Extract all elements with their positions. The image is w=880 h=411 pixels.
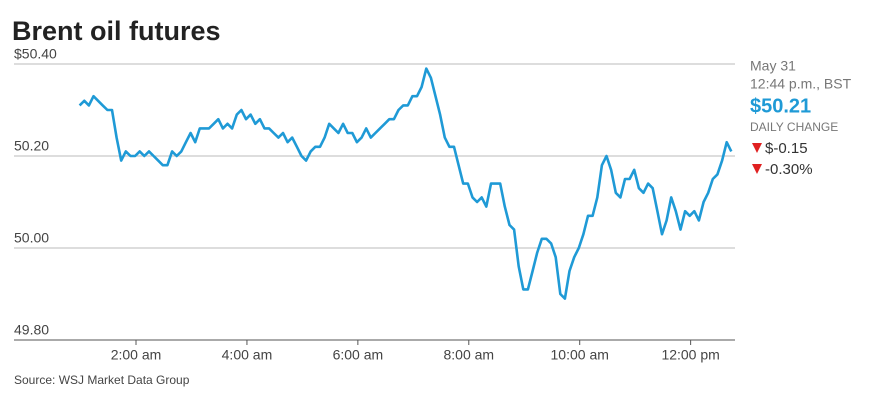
x-tick-label: 8:00 am [443,347,494,363]
y-tick-label: 50.00 [14,230,49,246]
change-label: DAILY CHANGE [750,120,838,134]
change: $-0.15 [765,140,808,157]
x-tick-label: 4:00 am [222,347,273,363]
down-arrow [752,143,762,153]
y-tick-label: $50.40 [14,46,57,62]
x-tick-label: 12:00 pm [661,347,719,363]
down-arrow [752,164,762,174]
change-pct: -0.30% [765,161,813,178]
x-tick-label: 2:00 am [111,347,162,363]
x-tick-label: 6:00 am [333,347,384,363]
date: May 31 [750,58,796,74]
source: Source: WSJ Market Data Group [14,373,190,387]
x-tick-label: 10:00 am [551,347,609,363]
last-price: $50.21 [750,95,811,117]
time: 12:44 p.m., BST [750,76,852,92]
y-tick-label: 50.20 [14,138,49,154]
price-line [78,67,733,300]
chart-title: Brent oil futures [12,16,221,46]
y-tick-label: 49.80 [14,322,49,338]
